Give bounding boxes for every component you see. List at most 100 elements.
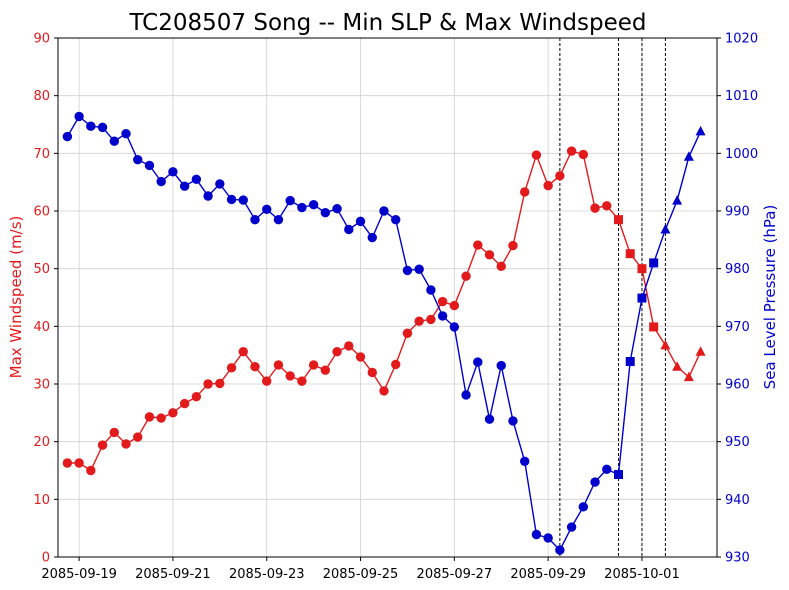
slp-series-point	[238, 195, 248, 205]
wind-series-point	[144, 412, 155, 422]
left-tick-label: 50	[33, 262, 50, 277]
wind-series-point	[508, 240, 518, 251]
wind-series-point	[426, 314, 436, 325]
wind-series-point	[250, 362, 260, 372]
wind-series-point	[273, 360, 284, 370]
slp-series-point	[168, 167, 178, 177]
right-tick-label: 960	[725, 378, 750, 393]
slp-series-point	[109, 136, 119, 146]
slp-series-point	[74, 111, 84, 122]
slp-series-point	[156, 176, 166, 187]
wind-series-point	[543, 180, 553, 191]
slp-series-point	[555, 545, 565, 555]
slp-series-point	[144, 160, 155, 171]
plot-frame	[57, 37, 718, 558]
wind-series-point	[238, 347, 248, 357]
slp-series-point	[531, 529, 542, 540]
right-tick-label: 930	[725, 551, 750, 566]
slp-series-point	[461, 390, 471, 400]
right-tick-label: 1000	[725, 147, 758, 162]
wind-series-point	[590, 203, 600, 213]
right-tick-label: 1020	[725, 32, 758, 47]
wind-series-point	[179, 398, 190, 409]
wind-series-point	[320, 365, 331, 375]
wind-series-point	[109, 427, 119, 438]
slp-series-point	[308, 199, 319, 210]
slp-series-point	[578, 502, 589, 512]
wind-series-point	[391, 359, 401, 370]
x-tick-label: 2085-10-01	[604, 567, 680, 582]
wind-series-point	[402, 328, 413, 338]
left-tick-label: 20	[33, 435, 50, 450]
slp-series-point	[191, 174, 202, 184]
slp-series-point	[426, 285, 436, 295]
slp-series-point	[683, 151, 694, 161]
slp-series-point	[62, 131, 73, 142]
axes: 0102030405060708090930940950960970980990…	[33, 32, 758, 583]
slp-series-point	[226, 194, 237, 205]
wind-series-point	[74, 458, 84, 468]
left-axis-label: Max Windspeed (m/s)	[7, 216, 25, 379]
wind-series-point	[496, 261, 506, 272]
slp-series-point	[179, 181, 190, 191]
slp-series-point	[86, 121, 96, 131]
wind-series-point	[672, 361, 683, 371]
slp-series-point	[672, 195, 683, 205]
slp-series-point	[203, 191, 213, 201]
slp-series-point	[297, 202, 307, 213]
wind-series-point	[297, 376, 307, 386]
left-tick-label: 80	[33, 89, 50, 104]
wind-series-point	[308, 360, 319, 370]
slp-series-point	[660, 223, 671, 234]
wind-series-point	[602, 201, 612, 211]
wind-series-point	[86, 465, 96, 476]
slp-series-point	[473, 357, 483, 367]
slp-series-point	[344, 224, 354, 235]
chart-title: TC208507 Song -- Min SLP & Max Windspeed	[128, 10, 646, 36]
right-tick-label: 980	[725, 262, 750, 277]
wind-series-point	[367, 367, 377, 378]
wind-series-point	[695, 346, 706, 356]
wind-series-point	[484, 250, 495, 260]
right-tick-label: 940	[725, 493, 750, 508]
slp-series-point	[449, 322, 460, 332]
wind-series-point	[531, 150, 542, 160]
slp-series-point	[414, 264, 424, 274]
slp-series-point	[391, 214, 401, 225]
slp-series-point	[566, 522, 577, 532]
slp-series-point	[519, 456, 530, 466]
wind-series-point	[637, 264, 647, 274]
x-tick-label: 2085-09-27	[417, 567, 493, 582]
right-axis-label: Sea Level Pressure (hPa)	[761, 205, 779, 390]
slp-series-point	[355, 216, 366, 227]
wind-series-point	[649, 322, 659, 332]
left-tick-label: 40	[33, 320, 50, 335]
wind-series-point	[121, 439, 131, 449]
slp-series-point	[695, 125, 706, 136]
wind-series-point	[285, 371, 295, 381]
left-tick-label: 10	[33, 493, 50, 508]
slp-series-point	[97, 122, 108, 133]
slp-series-point	[637, 293, 647, 303]
slp-series-point	[614, 470, 624, 480]
wind-series-point	[566, 146, 577, 156]
slp-series-point	[262, 204, 272, 214]
slp-series-point	[121, 129, 131, 139]
wind-series-point	[191, 391, 202, 402]
wind-series-point	[437, 296, 448, 307]
wind-series-point	[62, 458, 73, 468]
wind-series-point	[332, 347, 342, 357]
wind-series-point	[203, 379, 213, 389]
wind-series-point	[344, 341, 354, 351]
wind-series-point	[473, 240, 483, 250]
wind-series-point	[355, 352, 366, 362]
wind-series-line	[67, 150, 702, 472]
slp-series-point	[285, 195, 295, 206]
x-tick-label: 2085-09-25	[323, 567, 399, 582]
slp-series-point	[367, 232, 377, 243]
wind-series-point	[97, 440, 108, 450]
slp-series-point	[250, 214, 260, 225]
series	[62, 111, 706, 555]
wind-series-point	[660, 339, 671, 350]
right-tick-label: 1010	[725, 89, 758, 104]
